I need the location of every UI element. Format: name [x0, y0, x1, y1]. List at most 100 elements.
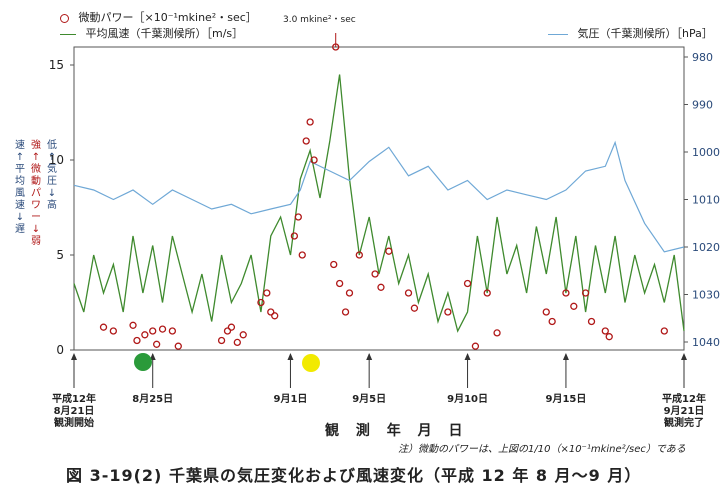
date-label: 9月1日 — [273, 393, 307, 405]
micro-power-point — [294, 213, 302, 221]
date-label: 平成12年 — [52, 392, 96, 405]
micro-legend: 微動パワー［×10⁻¹mkine²・sec］ — [60, 9, 257, 25]
date-label: 9月5日 — [352, 393, 386, 405]
left-tick-label: 10 — [49, 153, 64, 167]
micro-power-point — [581, 289, 590, 297]
wind-speed-line — [73, 74, 685, 333]
date-label: 9月10日 — [447, 393, 488, 405]
micro-power-point — [601, 327, 609, 335]
micro-power-point — [129, 321, 137, 329]
micro-power-point — [548, 317, 556, 326]
date-arrow-head — [149, 353, 156, 360]
micro-power-point — [493, 329, 501, 337]
micro-power-point — [330, 260, 338, 269]
date-label: 8月25日 — [132, 393, 173, 405]
micro-power-point — [605, 333, 613, 341]
pressure-line — [73, 140, 685, 253]
left-desc-pressure: 低↑ 気 圧 ↓高 — [47, 140, 57, 211]
micro-power-point — [355, 251, 363, 259]
right-tick-label: 990 — [692, 99, 713, 112]
right-tick-label: 1030 — [692, 289, 720, 302]
micro-power-point — [341, 308, 350, 316]
micro-power-point — [660, 327, 668, 335]
date-arrow-head — [366, 353, 373, 360]
date-label: 観測開始 — [54, 416, 94, 429]
date-arrow-head — [464, 353, 471, 360]
figure-caption: 図 3-19(2) 千葉県の気圧変化および風速変化（平成 12 年 8 月〜9 … — [66, 466, 642, 485]
left-tick-label: 5 — [56, 248, 64, 262]
plot-frame — [73, 46, 685, 351]
wind-legend: 平均風速（千葉測候所）［m/s］ — [60, 25, 243, 41]
micro-power-point — [410, 304, 419, 312]
micro-power-point — [233, 338, 241, 347]
micro-power-point — [562, 289, 570, 297]
yellow-marker — [302, 354, 320, 372]
micro-power-point — [385, 247, 393, 255]
micro-power-point — [404, 289, 413, 297]
micro-power-point — [174, 342, 182, 350]
micro-power-point — [306, 118, 314, 126]
right-tick-label: 1040 — [692, 336, 720, 349]
micro-power-point — [335, 279, 344, 288]
micro-power-point — [310, 156, 318, 164]
peak-point — [332, 43, 340, 51]
micro-power-point — [158, 325, 167, 333]
micro-power-point — [168, 327, 177, 335]
date-label: 9月21日 — [664, 405, 705, 417]
micro-power-point — [217, 336, 226, 345]
pressure-legend: 気圧（千葉測候所）［hPa］ — [548, 25, 713, 41]
micro-power-point — [227, 323, 236, 331]
micro-power-point — [267, 308, 275, 316]
peak-label: 3.0 mkine²・sec — [283, 15, 356, 25]
x-axis-title: 観 測 年 月 日 — [325, 423, 469, 439]
micro-power-point — [271, 312, 279, 320]
micro-power-point — [371, 270, 379, 278]
right-tick-label: 1020 — [692, 241, 720, 254]
micro-power-point — [377, 283, 385, 291]
date-arrow-head — [681, 353, 687, 360]
left-desc-micro: 強↑ 微動パワー ↓弱 — [31, 140, 41, 247]
micro-power-point — [542, 308, 550, 316]
date-label: 平成12年 — [662, 392, 706, 405]
footnote: 注）微動のパワーは、上図の1/10（×10⁻¹mkine²/sec）である — [398, 444, 686, 455]
micro-power-point — [152, 340, 161, 348]
date-arrow-head — [71, 353, 77, 360]
pressure-legend-line-icon — [548, 33, 568, 35]
micro-legend-marker-icon — [60, 13, 69, 23]
micro-legend-label: 微動パワー［×10⁻¹mkine²・sec］ — [78, 11, 257, 24]
micro-power-point — [257, 298, 265, 307]
micro-power-point — [149, 327, 157, 335]
micro-power-point — [302, 137, 310, 145]
left-desc-wind: 速↑ 平均風速 ↓遅 — [15, 140, 25, 235]
wind-legend-label: 平均風速（千葉測候所）［m/s］ — [85, 27, 244, 40]
micro-power-point — [223, 327, 232, 335]
left-tick-label: 0 — [56, 343, 64, 357]
micro-power-point — [471, 342, 480, 350]
right-tick-label: 1000 — [692, 146, 720, 159]
micro-power-point — [133, 336, 141, 345]
green-marker — [134, 353, 152, 371]
left-tick-label: 15 — [49, 58, 64, 72]
date-arrow-head — [562, 353, 569, 360]
date-label: 9月15日 — [545, 393, 586, 405]
micro-power-point — [570, 302, 578, 310]
micro-power-point — [463, 279, 472, 288]
right-tick-label: 1010 — [692, 194, 720, 207]
right-tick-label: 980 — [692, 51, 713, 64]
date-label: 観測完了 — [664, 416, 704, 429]
micro-power-point — [99, 323, 108, 331]
micro-power-point — [141, 331, 149, 339]
micro-power-point — [587, 317, 596, 326]
micro-power-point — [263, 289, 271, 297]
micro-power-point — [298, 251, 306, 259]
micro-power-point — [239, 331, 247, 339]
date-label: 8月21日 — [54, 405, 95, 417]
pressure-legend-label: 気圧（千葉測候所）［hPa］ — [577, 27, 713, 40]
date-arrow-head — [287, 353, 294, 360]
micro-power-point — [483, 289, 491, 297]
micro-power-point — [345, 289, 354, 297]
micro-power-point — [109, 327, 118, 335]
wind-legend-line-icon — [60, 33, 76, 35]
micro-power-point — [290, 232, 299, 240]
